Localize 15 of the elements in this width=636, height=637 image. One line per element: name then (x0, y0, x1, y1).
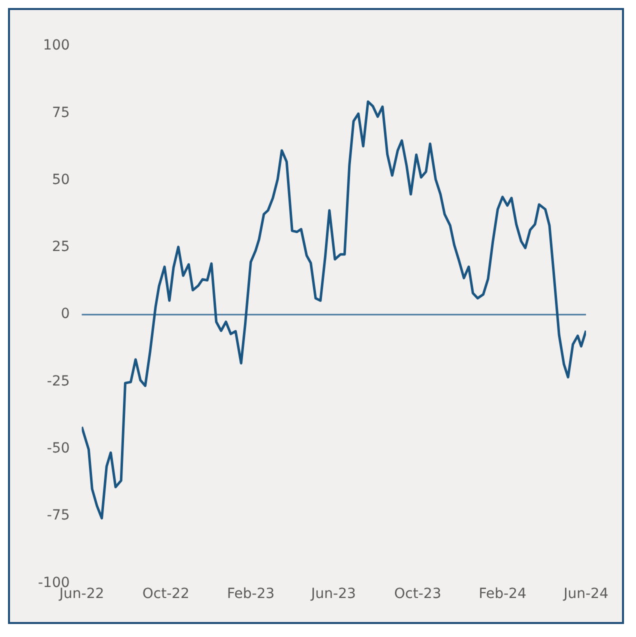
x-tick-label: Feb-23 (226, 586, 275, 602)
y-tick-label: -25 (46, 373, 70, 390)
x-tick-label: Jun-24 (562, 586, 608, 602)
x-tick-label: Feb-24 (478, 586, 526, 602)
y-tick-label: 25 (52, 239, 70, 256)
x-tick-label: Oct-22 (142, 586, 190, 602)
y-tick-label: 100 (43, 38, 70, 54)
x-tick-label: Jun-22 (58, 586, 104, 602)
x-tick-label: Oct-23 (394, 586, 442, 602)
y-tick-label: 0 (60, 306, 70, 322)
x-tick-label: Jun-23 (310, 586, 356, 602)
y-tick-label: -75 (46, 508, 70, 524)
y-tick-label: -50 (46, 440, 70, 457)
y-tick-label: 50 (52, 172, 70, 188)
y-tick-label: 75 (52, 104, 70, 121)
